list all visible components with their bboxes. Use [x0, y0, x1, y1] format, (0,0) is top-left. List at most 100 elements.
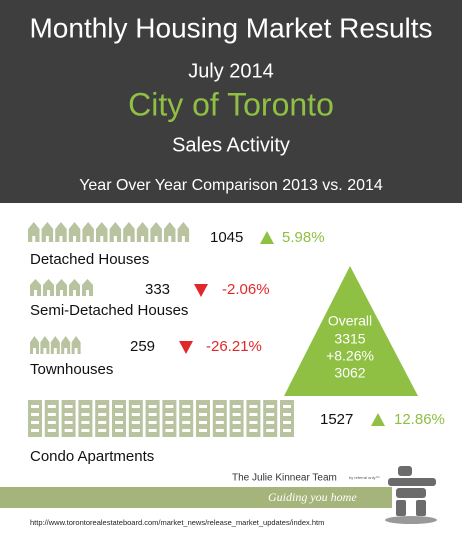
- condo-icon: [44, 400, 59, 437]
- condo-icon: [145, 400, 160, 437]
- house-door: [73, 290, 76, 296]
- condo-window: [266, 429, 275, 432]
- condo-window: [81, 421, 90, 424]
- condo-window: [283, 421, 291, 424]
- house-icon: [50, 336, 60, 354]
- condo-window: [199, 429, 207, 432]
- condo-icon: [263, 400, 278, 437]
- title: Monthly Housing Market Results: [29, 12, 432, 43]
- condo-window: [64, 421, 73, 424]
- arrow-up: [260, 231, 274, 244]
- condo-window: [283, 405, 291, 408]
- condo-icon: [212, 400, 227, 437]
- condo-icon: [179, 400, 194, 437]
- house-icon: [71, 336, 81, 354]
- house-door: [43, 348, 47, 354]
- condo-window: [165, 429, 174, 432]
- condo-window: [81, 405, 90, 408]
- house-door: [86, 236, 90, 242]
- row-value: 1527: [320, 411, 353, 428]
- condo-window: [47, 421, 56, 424]
- condo-window: [148, 405, 157, 408]
- source-url: http://www.torontorealestateboard.com/ma…: [30, 518, 324, 527]
- brand-note: by referral only™: [349, 475, 379, 480]
- house-icon: [123, 222, 135, 242]
- condo-window: [199, 413, 207, 416]
- condo-window: [131, 413, 140, 416]
- overall-label: Overall: [328, 313, 372, 329]
- house-icon: [30, 336, 39, 354]
- condo-window: [131, 429, 140, 432]
- condo-icon: [280, 400, 294, 437]
- arrow-down: [194, 284, 208, 297]
- condo-window: [131, 421, 140, 424]
- condo-window: [115, 405, 123, 408]
- condo-window: [115, 413, 123, 416]
- condo-window: [98, 421, 107, 424]
- city: City of Toronto: [128, 86, 334, 122]
- house-door: [47, 290, 50, 296]
- row-label: Condo Apartments: [30, 448, 154, 465]
- house-icon: [69, 279, 80, 296]
- house-icon: [55, 222, 67, 242]
- condo-window: [131, 405, 140, 408]
- overall-change: +8.26%: [326, 348, 374, 364]
- condo-window: [98, 429, 107, 432]
- condo-window: [148, 413, 157, 416]
- condo-window: [249, 413, 258, 416]
- condo-window: [232, 429, 241, 432]
- row-change: -26.21%: [206, 338, 262, 355]
- row-change: 5.98%: [282, 229, 325, 246]
- house-door: [73, 236, 77, 242]
- condo-icon: [162, 400, 177, 437]
- condo-icon: [229, 400, 244, 437]
- condo-window: [249, 429, 258, 432]
- condo-window: [98, 413, 107, 416]
- house-door: [113, 236, 117, 242]
- overall-previous: 3062: [334, 365, 365, 381]
- condo-window: [98, 405, 107, 408]
- house-door: [100, 236, 104, 242]
- condo-icon: [28, 400, 42, 437]
- house-door: [168, 236, 172, 242]
- condo-window: [182, 421, 191, 424]
- house-icon: [61, 336, 71, 354]
- condo-window: [215, 413, 224, 416]
- overall-triangle: [284, 266, 418, 396]
- condo-window: [115, 421, 123, 424]
- condo-window: [64, 429, 73, 432]
- row-value: 333: [145, 281, 170, 298]
- house-door: [74, 348, 78, 354]
- subtitle: Sales Activity: [172, 134, 290, 156]
- condo-window: [31, 429, 39, 432]
- condo-window: [182, 429, 191, 432]
- house-icon: [164, 222, 176, 242]
- condo-window: [232, 421, 241, 424]
- condo-icon: [78, 400, 93, 437]
- condo-icon: [246, 400, 261, 437]
- house-door: [59, 236, 63, 242]
- condo-window: [215, 405, 224, 408]
- comparison: Year Over Year Comparison 2013 vs. 2014: [79, 177, 383, 194]
- condo-window: [81, 429, 90, 432]
- overall-current: 3315: [334, 331, 365, 347]
- house-door: [60, 290, 63, 296]
- condo-window: [148, 429, 157, 432]
- house-door: [86, 290, 89, 296]
- house-icon: [82, 279, 93, 296]
- house-icon: [68, 222, 81, 242]
- condo-window: [165, 421, 174, 424]
- date: July 2014: [188, 60, 274, 82]
- condo-icon: [112, 400, 126, 437]
- condo-window: [266, 405, 275, 408]
- condo-window: [283, 413, 291, 416]
- house-door: [53, 348, 57, 354]
- house-icon: [41, 222, 54, 242]
- house-door: [34, 290, 37, 296]
- tagline-band: [0, 487, 392, 508]
- condo-window: [81, 413, 90, 416]
- house-icon: [56, 279, 67, 296]
- condo-window: [165, 413, 174, 416]
